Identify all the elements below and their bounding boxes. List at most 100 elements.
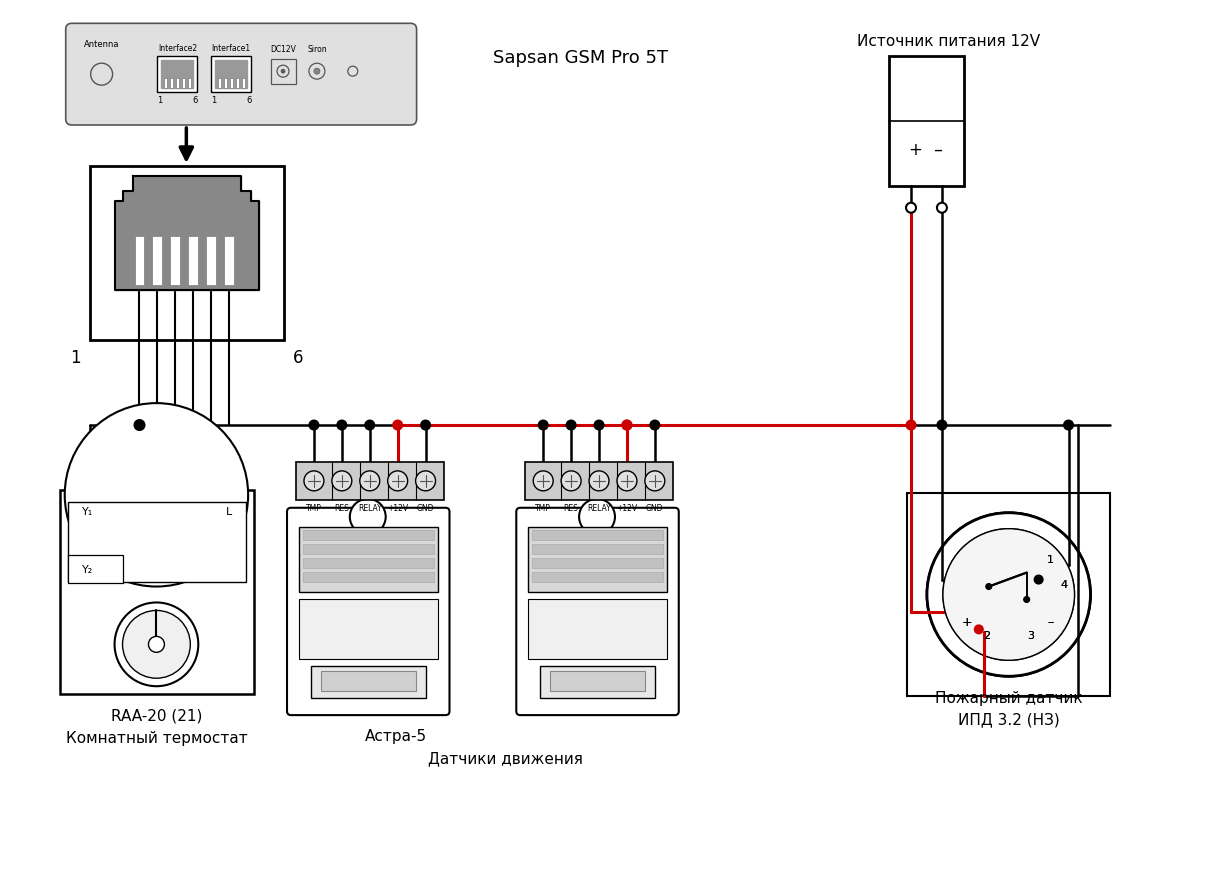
Text: –: –	[1048, 616, 1054, 629]
Text: –: –	[1048, 616, 1054, 629]
Circle shape	[310, 420, 318, 429]
Text: Y₁: Y₁	[81, 507, 93, 517]
Circle shape	[64, 403, 248, 586]
Text: DC12V: DC12V	[270, 45, 295, 53]
Text: Датчики движения: Датчики движения	[427, 752, 582, 766]
Bar	[889, 56, 964, 186]
Circle shape	[937, 420, 947, 429]
Circle shape	[986, 584, 992, 590]
FancyBboxPatch shape	[65, 24, 417, 125]
Text: Siron: Siron	[308, 45, 327, 53]
Bar	[532, 544, 662, 553]
Text: +12V: +12V	[616, 504, 637, 513]
Text: Комнатный термостат: Комнатный термостат	[65, 731, 247, 746]
Text: Пожарный датчик: Пожарный датчик	[935, 690, 1083, 705]
Circle shape	[645, 471, 665, 491]
Text: RES: RES	[563, 504, 579, 513]
Circle shape	[561, 471, 581, 491]
Bar	[532, 530, 662, 539]
Bar	[299, 527, 437, 592]
Circle shape	[91, 63, 113, 85]
Bar	[157, 56, 197, 92]
Bar	[303, 544, 434, 553]
Circle shape	[943, 529, 1074, 660]
Circle shape	[622, 420, 631, 429]
Bar	[295, 462, 443, 500]
Bar	[171, 236, 180, 286]
Circle shape	[907, 420, 916, 429]
Bar	[303, 530, 434, 539]
Circle shape	[281, 69, 285, 73]
Text: Interface1: Interface1	[212, 44, 251, 52]
Bar	[303, 572, 434, 581]
Bar	[550, 671, 645, 691]
Bar	[59, 489, 254, 694]
Text: RES: RES	[334, 504, 349, 513]
Bar	[271, 59, 295, 84]
Bar	[303, 558, 434, 567]
Text: RAA-20 (21): RAA-20 (21)	[110, 709, 202, 724]
Text: Y₂: Y₂	[81, 565, 93, 574]
Polygon shape	[161, 60, 194, 88]
Circle shape	[589, 471, 609, 491]
Text: 2: 2	[983, 631, 991, 642]
Circle shape	[567, 420, 575, 429]
Text: 6: 6	[193, 95, 197, 105]
Circle shape	[115, 602, 199, 686]
Text: +12V: +12V	[388, 504, 408, 513]
Circle shape	[937, 203, 947, 212]
Text: 2: 2	[983, 631, 991, 642]
Text: GND: GND	[647, 504, 664, 513]
Circle shape	[595, 420, 603, 429]
Text: Sapsan GSM Pro 5T: Sapsan GSM Pro 5T	[493, 49, 667, 67]
Circle shape	[350, 499, 385, 535]
Bar	[171, 78, 173, 88]
Bar	[242, 78, 245, 88]
Text: TMP: TMP	[535, 504, 551, 513]
Circle shape	[926, 513, 1090, 676]
Bar	[189, 78, 191, 88]
FancyBboxPatch shape	[516, 508, 679, 715]
Text: +: +	[908, 141, 923, 158]
Text: 3: 3	[1027, 631, 1034, 642]
Text: TMP: TMP	[306, 504, 322, 513]
Circle shape	[926, 513, 1090, 676]
Bar	[540, 666, 655, 698]
Circle shape	[394, 420, 402, 429]
Circle shape	[348, 66, 357, 76]
Circle shape	[622, 420, 631, 429]
Circle shape	[332, 471, 352, 491]
Text: +: +	[962, 616, 972, 629]
Text: –: –	[934, 141, 942, 158]
Bar	[321, 671, 415, 691]
Bar	[236, 78, 239, 88]
Text: Астра-5: Астра-5	[365, 729, 426, 744]
Circle shape	[533, 471, 553, 491]
Circle shape	[134, 420, 144, 430]
Bar	[532, 572, 662, 581]
Circle shape	[309, 63, 325, 80]
Bar	[183, 78, 185, 88]
Bar	[189, 236, 199, 286]
Bar	[90, 166, 285, 340]
Circle shape	[277, 66, 289, 77]
Circle shape	[650, 420, 659, 429]
Bar	[299, 600, 437, 659]
Text: 4: 4	[1060, 579, 1067, 590]
Bar	[224, 236, 234, 286]
Text: +: +	[962, 616, 972, 629]
Text: Interface2: Interface2	[157, 44, 197, 52]
Circle shape	[579, 499, 615, 535]
Circle shape	[366, 420, 374, 429]
Bar	[526, 462, 673, 500]
Circle shape	[149, 636, 165, 652]
FancyBboxPatch shape	[287, 508, 449, 715]
Text: 1: 1	[211, 95, 216, 105]
Text: 1: 1	[156, 95, 162, 105]
Bar	[211, 56, 251, 92]
Bar	[218, 78, 222, 88]
Polygon shape	[216, 60, 247, 88]
Text: Antenna: Antenna	[84, 39, 120, 49]
Circle shape	[304, 471, 323, 491]
Text: RELAY: RELAY	[587, 504, 610, 513]
